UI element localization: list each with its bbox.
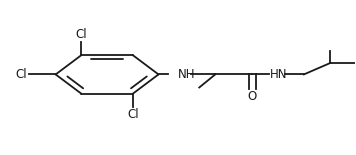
Text: Cl: Cl (127, 108, 138, 121)
Text: HN: HN (270, 68, 288, 81)
Text: Cl: Cl (16, 68, 27, 81)
Text: Cl: Cl (75, 28, 87, 41)
Text: NH: NH (178, 68, 195, 81)
Text: O: O (248, 90, 257, 103)
